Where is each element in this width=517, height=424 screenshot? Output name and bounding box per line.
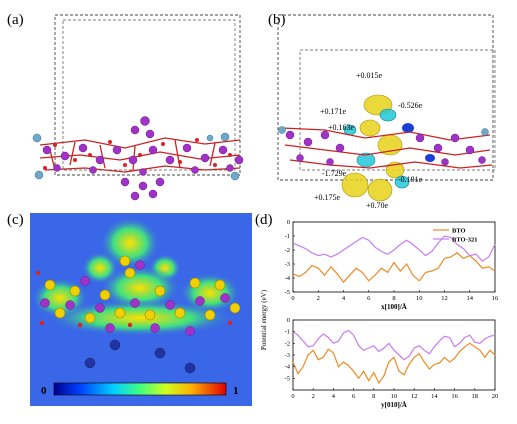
charge-label: +0.175e <box>314 193 341 202</box>
x-tick-label: 20 <box>492 393 499 400</box>
series-line-bto321 <box>292 235 496 262</box>
elf-atoms-purple <box>40 260 230 336</box>
x-tick-label: 16 <box>492 295 499 302</box>
grey-atoms <box>278 126 489 136</box>
series-line-bto <box>292 252 496 284</box>
series-line-bto321 <box>292 329 496 361</box>
elf-atoms-red <box>35 270 233 328</box>
x-tick-label: 10 <box>391 393 398 400</box>
x-tick-label: 6 <box>352 393 356 400</box>
y-tick-label: -2 <box>285 340 290 347</box>
y-tick-label: -4 <box>285 275 291 282</box>
x-tick-label: 0 <box>291 393 294 400</box>
x-tick-label: 2 <box>317 295 320 302</box>
charge-label: +0.163e <box>328 123 355 132</box>
y-axis-label: Potential energy (eV) <box>260 289 268 350</box>
purple-atoms <box>42 116 244 201</box>
x-tick-label: 14 <box>431 393 438 400</box>
purple-atoms <box>285 130 486 166</box>
panel-b-label: (b) <box>268 12 286 28</box>
series-line-bto <box>292 342 496 385</box>
legend-label: BTO-321 <box>452 237 478 244</box>
charge-label: -1.729e <box>322 169 347 178</box>
charge-label: -0.526e <box>398 101 423 110</box>
x-tick-label: 12 <box>411 393 418 400</box>
x-tick-label: 4 <box>342 295 346 302</box>
y-tick-label: 0 <box>287 219 290 226</box>
x-tick-label: 0 <box>291 295 294 302</box>
x-tick-label: 12 <box>441 295 448 302</box>
panel-b-structure: +0.015e -0.526e +0.171e +0.163e -1.729e … <box>277 14 496 210</box>
panel-c-elf-map: 0 1 <box>30 213 252 406</box>
grey-atoms <box>32 132 240 181</box>
panel-c-label: (c) <box>7 212 24 228</box>
cell-boundary <box>54 14 241 176</box>
x-tick-label: 18 <box>472 393 479 400</box>
panel-a-structure <box>32 14 244 201</box>
cyan-isosurfaces <box>343 108 410 189</box>
y-tick-label: -2 <box>285 247 290 254</box>
blue-isosurfaces <box>402 123 435 162</box>
x-tick-label: 8 <box>372 393 375 400</box>
panel-d-label: (d) <box>255 212 273 228</box>
y-tick-label: -1 <box>285 329 290 336</box>
elf-dark-atoms <box>84 339 196 374</box>
x-tick-label: 16 <box>451 393 458 400</box>
panel-d-plots: 0 2 4 6 8 10 12 14 16 0 -1 -2 -3 -4 -5 x[100]/Å BTO BTO-3… <box>260 219 499 409</box>
x-tick-label: 8 <box>392 295 395 302</box>
y-tick-label: -5 <box>285 375 290 382</box>
panel-a-label: (a) <box>7 12 24 28</box>
y-tick-label: -3 <box>285 261 290 268</box>
charge-label: +0.70e <box>366 201 389 210</box>
y-tick-label: 0 <box>287 317 290 324</box>
plot-frame <box>292 319 496 391</box>
elf-atoms-yellow <box>44 255 241 324</box>
x-tick-label: 14 <box>467 295 474 302</box>
red-atoms <box>43 138 232 170</box>
charge-label: +0.171e <box>320 107 347 116</box>
x-tick-label: 4 <box>332 393 336 400</box>
y-tick-label: -5 <box>285 289 290 296</box>
legend-label: BTO <box>452 228 466 235</box>
y-tick-label: -4 <box>285 364 291 371</box>
x-tick-label: 6 <box>367 295 371 302</box>
color-scale-min: 0 <box>41 385 47 397</box>
y-tick-label: -3 <box>285 352 290 359</box>
x-tick-label: 2 <box>312 393 315 400</box>
color-scale-max: 1 <box>233 385 239 397</box>
x-axis-label: y[010]/Å <box>381 401 407 409</box>
color-scale-bar <box>53 382 227 396</box>
y-tick-label: -1 <box>285 233 290 240</box>
x-tick-label: 10 <box>416 295 423 302</box>
yellow-isosurfaces <box>341 94 405 202</box>
cell-boundary-inner <box>62 19 236 171</box>
charge-label: +0.015e <box>356 71 383 80</box>
chart-y010: 0 2 4 6 8 10 12 14 16 18 20 0 -1 -2 -3 -4 -5 y[010]/Å <box>285 317 499 409</box>
charge-label: -0.191e <box>398 175 423 184</box>
x-axis-label: x[100]/Å <box>381 303 407 311</box>
chart-x100: 0 2 4 6 8 10 12 14 16 0 -1 -2 -3 -4 -5 x[100]/Å BTO BTO-3… <box>285 219 499 311</box>
